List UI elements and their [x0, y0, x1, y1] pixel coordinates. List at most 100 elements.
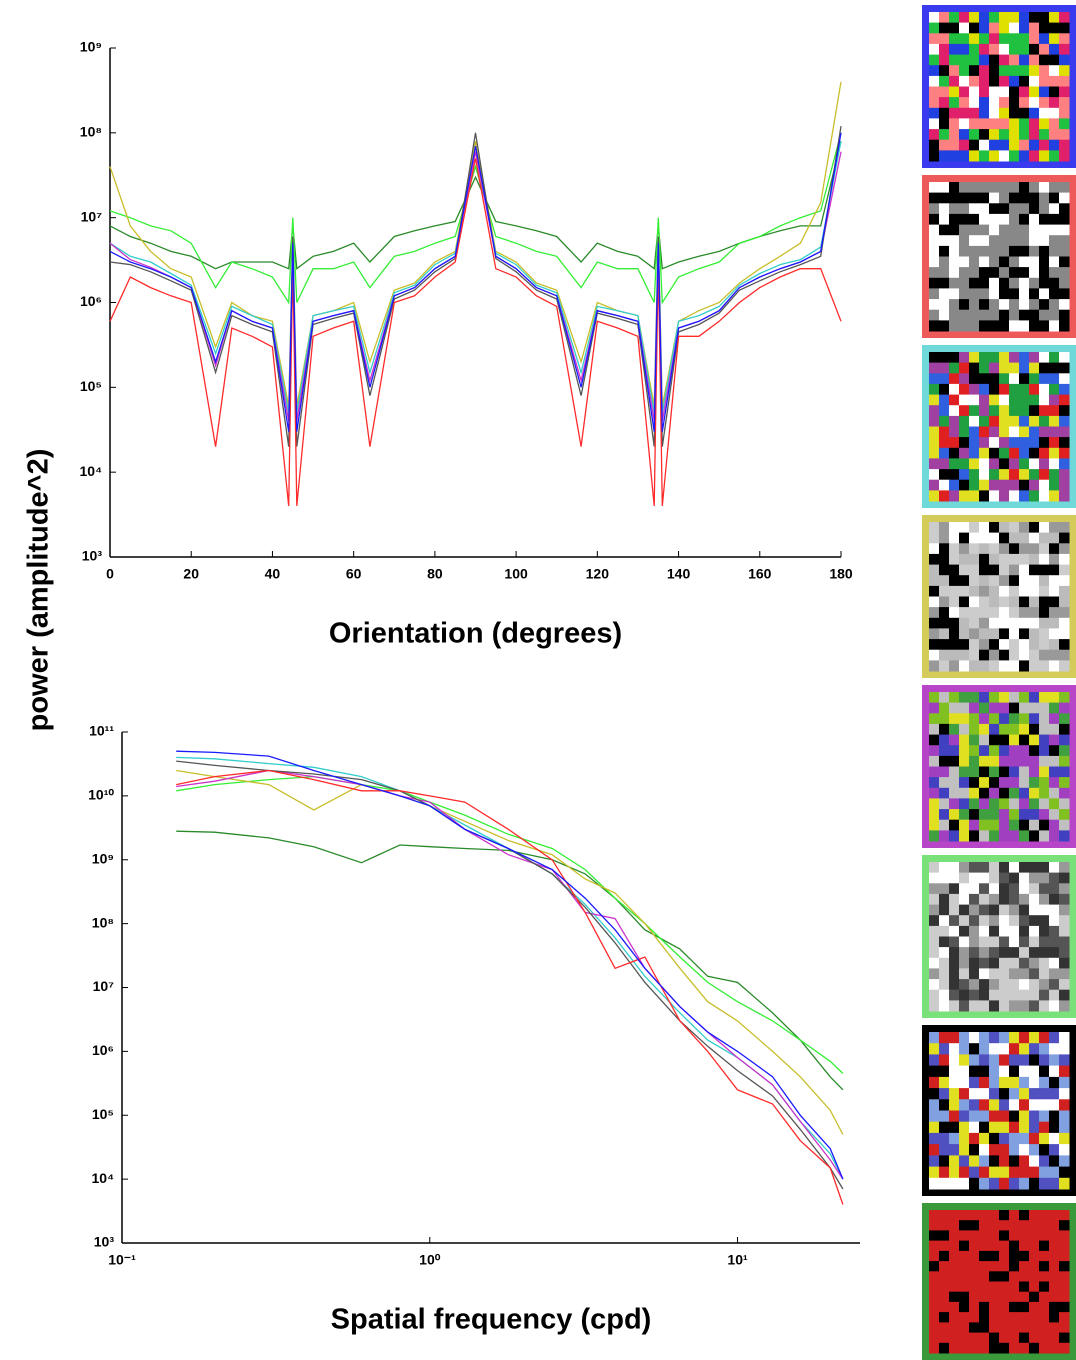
thumbnail-pixel: [979, 1322, 990, 1334]
thumbnail-pixel: [1049, 1301, 1060, 1313]
thumbnail-pixel: [929, 1110, 940, 1123]
thumbnail-pixel: [1059, 989, 1070, 1001]
thumbnail-pixel: [929, 426, 940, 438]
thumbnail-pixel: [1009, 607, 1020, 619]
thumbnail-pixel: [999, 617, 1010, 629]
thumbnail-pixel: [939, 447, 950, 459]
thumbnail-pixel: [999, 12, 1010, 24]
thumbnail-pixel: [989, 1240, 1000, 1252]
thumbnail-pixel: [1029, 224, 1040, 236]
thumbnail-pixel: [1049, 564, 1060, 576]
thumbnail-pixel: [1039, 22, 1050, 34]
thumbnail-pixel: [1059, 893, 1070, 905]
thumbnail-pixel: [1019, 267, 1030, 279]
thumbnail-pixel: [979, 734, 990, 746]
thumbnail-pixel: [969, 22, 980, 34]
thumbnail-pixel: [1019, 490, 1030, 502]
thumbnail-pixel: [1029, 1261, 1040, 1272]
thumbnail-pixel: [1009, 755, 1020, 767]
thumbnail-pixel: [949, 989, 960, 1001]
x-tick-label: 160: [748, 566, 772, 582]
thumbnail-pixel: [959, 702, 970, 714]
thumbnail-pixel: [1009, 394, 1020, 406]
thumbnail-pixel: [1049, 1342, 1060, 1354]
thumbnail-pixel: [1019, 1144, 1030, 1156]
thumbnail-pixel: [1009, 139, 1020, 151]
thumbnail-pixel: [929, 256, 940, 268]
thumbnail-pixel: [969, 893, 980, 905]
thumbnail-pixel: [949, 745, 960, 757]
thumbnail-pixel: [939, 1000, 950, 1012]
thumbnail-pixel: [979, 437, 990, 449]
thumbnail-pixel: [929, 118, 940, 130]
thumbnail-pixel: [1059, 256, 1070, 268]
y-tick-label: 10⁹: [80, 39, 102, 55]
thumbnail-pixel: [979, 925, 990, 937]
thumbnail-pixel: [929, 383, 940, 395]
thumbnail-pixel: [959, 1332, 970, 1344]
thumbnail-pixel: [1009, 415, 1020, 427]
thumbnail-pixel: [1029, 383, 1040, 395]
thumbnail-pixel: [939, 596, 950, 608]
thumbnail-pixel: [999, 1065, 1010, 1078]
thumbnail-pixel: [1009, 947, 1020, 959]
thumbnail-pixel: [929, 97, 940, 109]
thumbnail-pixel: [949, 309, 960, 321]
thumbnail-pixel: [989, 1220, 1000, 1231]
thumbnail-pixel: [1059, 639, 1070, 651]
thumbnail-pixel: [959, 745, 970, 757]
thumbnail-pixel: [929, 54, 940, 66]
thumbnail-pixel: [1019, 564, 1030, 576]
thumbnail-pixel: [1059, 267, 1070, 279]
thumbnail-pixel: [1039, 1121, 1050, 1134]
thumbnail-pixel: [939, 734, 950, 746]
thumbnail-pixel: [939, 660, 950, 672]
thumbnail-pixel: [1059, 755, 1070, 767]
thumbnail-pixel: [949, 118, 960, 130]
thumbnail-pixel: [1039, 65, 1050, 77]
thumbnail-pixel: [1039, 139, 1050, 151]
thumbnail-pixel: [1019, 1121, 1030, 1134]
thumbnail-pixel: [949, 1281, 960, 1293]
thumbnail-pixel: [929, 936, 940, 948]
thumbnail-pixel: [999, 245, 1010, 257]
thumbnail-pixel: [1019, 585, 1030, 597]
thumbnail-pixel: [999, 1322, 1010, 1334]
thumbnail-pixel: [979, 267, 990, 279]
thumbnail-pixel: [969, 628, 980, 640]
thumbnail-pixel: [1029, 723, 1040, 735]
thumbnail-pixel: [959, 734, 970, 746]
thumbnail-pixel: [1059, 607, 1070, 619]
thumbnail-pixel: [1019, 787, 1030, 799]
thumbnail-pixel: [1029, 1210, 1040, 1221]
thumbnail-pixel: [1019, 479, 1030, 491]
thumbnail-pixel: [999, 628, 1010, 640]
thumbnail-pixel: [1039, 224, 1050, 236]
thumbnail-pixel: [989, 936, 1000, 948]
thumbnail-pixel: [959, 1210, 970, 1221]
thumbnail-pixel: [1009, 437, 1020, 449]
thumbnail-pixel: [939, 118, 950, 130]
thumbnail-pixel: [939, 1220, 950, 1231]
thumbnail-pixel: [1029, 777, 1040, 789]
thumbnail-pixel: [1049, 213, 1060, 225]
thumbnail-pixel: [929, 692, 940, 704]
thumbnail-pixel: [1059, 819, 1070, 831]
thumbnail-pixel: [929, 245, 940, 257]
thumbnail-pixel: [989, 54, 1000, 66]
thumbnail-pixel: [939, 245, 950, 257]
thumbnail-pixel: [1009, 1281, 1020, 1293]
thumbnail-pixel: [999, 469, 1010, 481]
y-tick-label: 10⁵: [92, 1106, 114, 1122]
thumbnail-pixel: [1049, 968, 1060, 980]
thumbnail-pixel: [959, 1230, 970, 1242]
series-line: [109, 158, 842, 506]
thumbnail-pixel: [1009, 809, 1020, 821]
thumbnail-pixel: [939, 543, 950, 555]
thumbnail-pixel: [939, 97, 950, 109]
thumbnail-pixel: [1019, 1065, 1030, 1078]
thumbnail-pixel: [939, 405, 950, 417]
thumbnail-pixel: [1019, 660, 1030, 672]
thumbnail-pixel: [1049, 12, 1060, 24]
thumbnail-pixel: [1039, 1065, 1050, 1078]
